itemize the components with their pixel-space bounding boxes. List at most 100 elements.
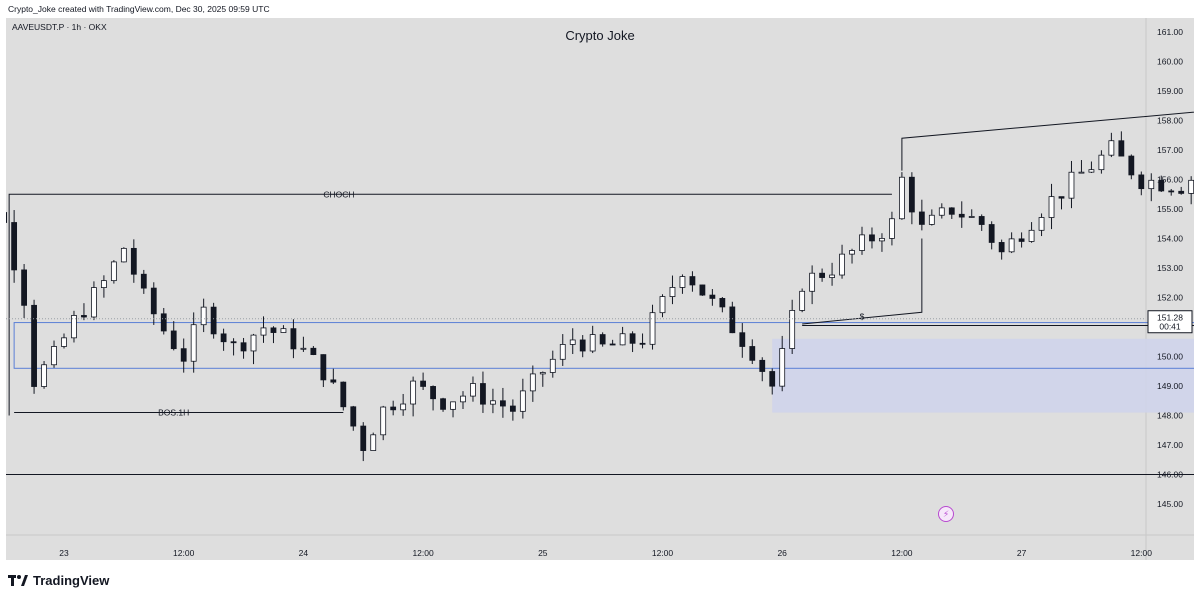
candle-body[interactable] xyxy=(499,400,506,407)
candle-body[interactable] xyxy=(859,234,865,251)
candle-body[interactable] xyxy=(1048,196,1055,218)
candle-body[interactable] xyxy=(958,213,965,218)
candle-body[interactable] xyxy=(41,364,47,387)
candle-body[interactable] xyxy=(250,334,257,352)
candle-body[interactable] xyxy=(260,327,267,336)
candle-body[interactable] xyxy=(61,337,67,347)
candle-body[interactable] xyxy=(110,261,117,282)
candle-body[interactable] xyxy=(599,334,606,345)
candle-body[interactable] xyxy=(330,379,337,383)
candle-body[interactable] xyxy=(210,306,217,335)
candle-body[interactable] xyxy=(639,342,646,345)
candle-body[interactable] xyxy=(509,405,516,412)
candle-body[interactable] xyxy=(948,207,955,215)
candle-body[interactable] xyxy=(889,218,895,239)
liquidity-trendline-top[interactable] xyxy=(901,82,1194,171)
candle-body[interactable] xyxy=(809,272,816,292)
candle-body[interactable] xyxy=(270,327,277,333)
candle-body[interactable] xyxy=(430,386,436,400)
candle-body[interactable] xyxy=(659,296,666,314)
candle-body[interactable] xyxy=(918,211,925,225)
candlestick-chart[interactable]: CHOCHBOS.1H$$IDMBOSMSSPOC151.2800:41161.… xyxy=(6,18,1194,560)
candle-body[interactable] xyxy=(908,176,915,213)
candle-body[interactable] xyxy=(150,287,157,315)
candle-body[interactable] xyxy=(480,383,486,405)
candle-body[interactable] xyxy=(629,333,636,344)
candle-body[interactable] xyxy=(240,342,247,352)
candle-body[interactable] xyxy=(759,359,766,372)
candle-body[interactable] xyxy=(699,284,706,296)
candle-body[interactable] xyxy=(978,216,985,225)
candle-body[interactable] xyxy=(1148,179,1155,190)
candle-body[interactable] xyxy=(101,280,107,289)
candle-body[interactable] xyxy=(350,406,357,427)
candle-body[interactable] xyxy=(1008,238,1015,253)
candle-body[interactable] xyxy=(460,395,466,403)
candle-body[interactable] xyxy=(81,315,87,318)
candle-body[interactable] xyxy=(1168,190,1175,193)
candle-body[interactable] xyxy=(679,276,686,288)
candle-body[interactable] xyxy=(140,273,147,289)
symbol-label[interactable]: AAVEUSDT.P · 1h · OKX xyxy=(12,22,107,32)
candle-body[interactable] xyxy=(290,328,297,350)
candle-body[interactable] xyxy=(899,176,905,220)
candle-body[interactable] xyxy=(1038,217,1045,231)
candle-body[interactable] xyxy=(789,310,796,349)
candle-body[interactable] xyxy=(280,328,287,333)
candle-body[interactable] xyxy=(739,332,746,347)
candle-body[interactable] xyxy=(1138,174,1145,190)
candle-body[interactable] xyxy=(519,390,526,412)
candle-body[interactable] xyxy=(91,287,97,318)
candle-body[interactable] xyxy=(6,212,8,223)
candle-body[interactable] xyxy=(928,214,935,225)
candle-body[interactable] xyxy=(51,346,57,366)
candle-body[interactable] xyxy=(819,272,825,278)
candle-body[interactable] xyxy=(779,348,786,387)
liquidity-trendline-bottom[interactable] xyxy=(802,238,923,325)
candle-body[interactable] xyxy=(709,294,716,299)
candle-body[interactable] xyxy=(988,224,995,243)
candle-body[interactable] xyxy=(21,269,28,306)
candle-body[interactable] xyxy=(539,372,546,375)
candle-body[interactable] xyxy=(998,242,1005,253)
candle-body[interactable] xyxy=(310,347,317,355)
candle-body[interactable] xyxy=(230,341,237,344)
current-price-tag[interactable] xyxy=(1147,310,1193,334)
candle-body[interactable] xyxy=(170,330,177,350)
candle-body[interactable] xyxy=(559,344,566,360)
candle-body[interactable] xyxy=(1018,238,1025,242)
candle-body[interactable] xyxy=(370,434,377,451)
candle-body[interactable] xyxy=(440,398,446,410)
candle-body[interactable] xyxy=(849,250,855,255)
candle-body[interactable] xyxy=(1108,140,1115,156)
candle-body[interactable] xyxy=(490,400,496,405)
candle-body[interactable] xyxy=(1128,155,1135,176)
candle-body[interactable] xyxy=(420,380,427,387)
tradingview-logo[interactable]: TradingView xyxy=(8,570,109,590)
candle-body[interactable] xyxy=(410,380,417,405)
candle-body[interactable] xyxy=(180,348,187,362)
candle-body[interactable] xyxy=(470,383,476,397)
candle-body[interactable] xyxy=(300,347,307,350)
candle-body[interactable] xyxy=(340,381,347,408)
candle-body[interactable] xyxy=(11,222,18,271)
candle-body[interactable] xyxy=(130,247,137,275)
candle-body[interactable] xyxy=(799,290,806,311)
candle-body[interactable] xyxy=(938,207,945,216)
candle-body[interactable] xyxy=(829,274,835,278)
candle-body[interactable] xyxy=(220,333,227,343)
candle-body[interactable] xyxy=(1118,140,1125,157)
candle-body[interactable] xyxy=(390,406,397,411)
candle-body[interactable] xyxy=(839,253,845,276)
candle-body[interactable] xyxy=(669,287,676,297)
candle-body[interactable] xyxy=(649,312,656,345)
candle-body[interactable] xyxy=(200,306,207,326)
candle-body[interactable] xyxy=(360,425,367,451)
candle-body[interactable] xyxy=(609,343,616,346)
lightning-alert-icon[interactable]: ⚡ xyxy=(938,506,954,522)
candle-body[interactable] xyxy=(190,324,197,362)
candle-body[interactable] xyxy=(729,306,736,334)
candle-body[interactable] xyxy=(1078,171,1085,174)
candle-body[interactable] xyxy=(71,315,77,339)
candle-body[interactable] xyxy=(549,358,556,373)
